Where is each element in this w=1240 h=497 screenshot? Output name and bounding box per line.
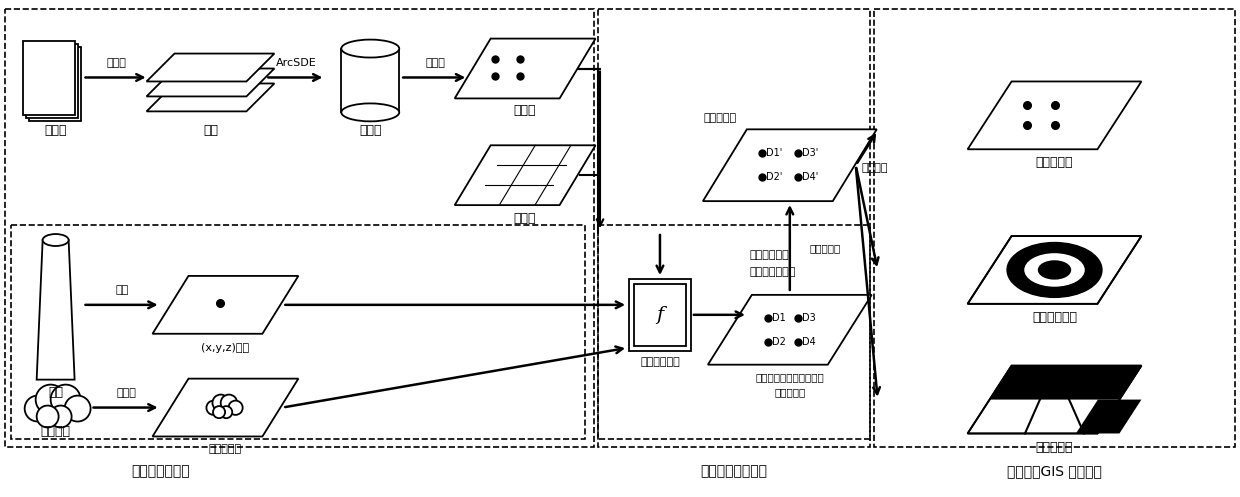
Text: 气象数据: 气象数据 xyxy=(41,425,71,438)
Circle shape xyxy=(37,406,58,427)
Text: D2: D2 xyxy=(771,337,786,347)
Ellipse shape xyxy=(1007,243,1102,297)
Text: 网格层: 网格层 xyxy=(513,212,537,225)
Text: 坐标系: 坐标系 xyxy=(117,388,136,398)
Text: 污染区范围: 污染区范围 xyxy=(208,444,242,454)
Text: 栅格分级法: 栅格分级法 xyxy=(1035,441,1074,454)
Polygon shape xyxy=(990,366,1141,400)
Circle shape xyxy=(206,401,221,415)
Circle shape xyxy=(50,406,72,427)
Ellipse shape xyxy=(341,103,399,121)
Text: 中心点层创建: 中心点层创建 xyxy=(750,250,790,260)
Text: 浓度和坐标字段: 浓度和坐标字段 xyxy=(750,267,796,277)
Polygon shape xyxy=(146,54,274,82)
FancyBboxPatch shape xyxy=(22,41,74,115)
Text: 数据库: 数据库 xyxy=(360,124,382,137)
Polygon shape xyxy=(1076,400,1141,433)
Text: 离散化: 离散化 xyxy=(425,58,445,68)
Polygon shape xyxy=(37,240,74,380)
Circle shape xyxy=(212,395,229,411)
Text: 图层: 图层 xyxy=(203,124,218,137)
FancyBboxPatch shape xyxy=(634,284,686,346)
Text: (x,y,z)位置: (x,y,z)位置 xyxy=(201,343,249,353)
Polygon shape xyxy=(967,366,1141,433)
Circle shape xyxy=(25,396,51,421)
Text: 废气: 废气 xyxy=(48,386,63,399)
Text: 扩散模拟: 扩散模拟 xyxy=(862,163,888,173)
Text: 数据表: 数据表 xyxy=(45,124,67,137)
Text: 第二步：模拟计算: 第二步：模拟计算 xyxy=(701,464,768,479)
Text: 获得网格中心点绝对坐标: 获得网格中心点绝对坐标 xyxy=(755,373,825,383)
Text: 核素扩散模型: 核素扩散模型 xyxy=(640,357,680,367)
Polygon shape xyxy=(708,295,872,365)
Polygon shape xyxy=(967,236,1141,304)
Text: 剂量: 剂量 xyxy=(115,285,129,295)
Polygon shape xyxy=(455,145,595,205)
Text: 和浓度数组: 和浓度数组 xyxy=(774,388,806,398)
FancyBboxPatch shape xyxy=(26,44,78,118)
FancyBboxPatch shape xyxy=(29,47,81,121)
Ellipse shape xyxy=(1023,252,1085,287)
Circle shape xyxy=(64,396,91,421)
Circle shape xyxy=(228,401,243,415)
Polygon shape xyxy=(146,83,274,111)
Text: D3: D3 xyxy=(802,313,816,323)
Ellipse shape xyxy=(341,40,399,58)
Text: 专题图显示: 专题图显示 xyxy=(703,113,737,123)
Ellipse shape xyxy=(1039,261,1070,279)
Circle shape xyxy=(36,385,66,414)
Text: D2': D2' xyxy=(766,172,782,182)
Ellipse shape xyxy=(42,234,68,246)
Circle shape xyxy=(221,395,237,411)
Text: 等值线分级法: 等值线分级法 xyxy=(1032,311,1078,325)
Text: D4: D4 xyxy=(802,337,816,347)
Polygon shape xyxy=(146,69,274,96)
Text: 数字化: 数字化 xyxy=(107,58,126,68)
Text: D4': D4' xyxy=(802,172,818,182)
FancyBboxPatch shape xyxy=(629,279,691,351)
Text: 网格分级法: 网格分级法 xyxy=(1035,156,1074,169)
Polygon shape xyxy=(455,39,595,98)
Text: 第三步：GIS 模拟输出: 第三步：GIS 模拟输出 xyxy=(1007,464,1102,479)
Text: D1: D1 xyxy=(771,313,786,323)
Text: f: f xyxy=(656,306,663,324)
Polygon shape xyxy=(153,379,299,436)
Polygon shape xyxy=(703,129,877,201)
Text: 控制点: 控制点 xyxy=(513,104,537,117)
Text: D1': D1' xyxy=(766,148,782,158)
Text: 随时间变化: 随时间变化 xyxy=(810,243,841,253)
Text: 第一步：预处理: 第一步：预处理 xyxy=(131,464,190,479)
Circle shape xyxy=(51,385,81,414)
Polygon shape xyxy=(967,82,1141,149)
Text: ArcSDE: ArcSDE xyxy=(277,58,316,68)
Circle shape xyxy=(221,406,232,418)
Circle shape xyxy=(213,406,226,418)
Polygon shape xyxy=(153,276,299,334)
Text: D3': D3' xyxy=(802,148,818,158)
FancyBboxPatch shape xyxy=(341,49,399,112)
